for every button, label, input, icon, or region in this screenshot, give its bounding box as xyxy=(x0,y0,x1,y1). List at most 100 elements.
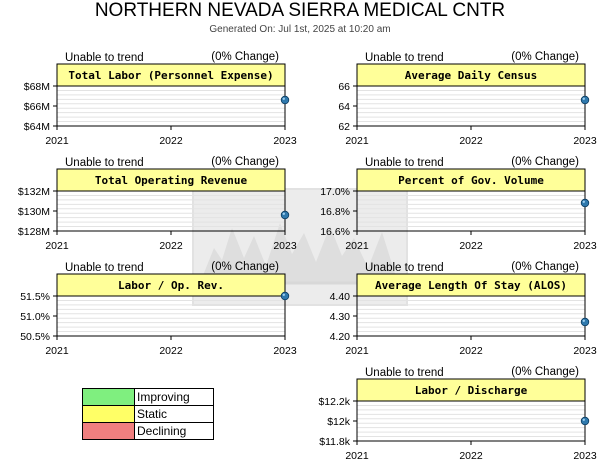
chart-panel-total-labor-personnel-expense: Unable to trend (0% Change) $68M $66M $64M 20… xyxy=(0,51,300,157)
chart-panel-total-operating-revenue: Unable to trend (0% Change) $132M $130M $128… xyxy=(0,156,300,262)
trend-label: Unable to trend xyxy=(365,367,444,379)
chart-title: Total Operating Revenue xyxy=(95,174,248,187)
chart-title: Labor / Op. Rev. xyxy=(118,279,224,292)
x-tick-label: 2022 xyxy=(159,135,183,147)
trend-label: Unable to trend xyxy=(365,262,444,274)
change-label: (0% Change) xyxy=(511,261,579,273)
x-tick-label: 2022 xyxy=(159,240,183,252)
x-tick-label: 2022 xyxy=(459,135,483,147)
y-tick-label: 62 xyxy=(338,121,350,133)
chart-title-box xyxy=(356,168,586,192)
y-tick-label: $12k xyxy=(327,416,351,428)
x-tick-label: 2023 xyxy=(273,345,297,357)
x-tick-label: 2022 xyxy=(459,240,483,252)
y-tick-label: $64M xyxy=(24,121,50,133)
change-label: (0% Change) xyxy=(211,261,279,273)
data-point xyxy=(580,95,590,105)
change-label: (0% Change) xyxy=(511,51,579,63)
change-label: (0% Change) xyxy=(511,156,579,168)
chart-panel-average-daily-census: Unable to trend (0% Change) 66 64 62 2021 2022… xyxy=(300,51,600,157)
y-tick-label: 50.5% xyxy=(20,331,50,343)
x-tick-label: 2022 xyxy=(459,450,483,462)
legend-swatch-improving xyxy=(82,388,135,406)
data-point-highlight xyxy=(282,97,285,100)
x-tick-label: 2021 xyxy=(345,135,369,147)
chart-panel-average-length-of-stay-alos: Unable to trend (0% Change) 4.40 4.30 4.20 20… xyxy=(300,261,600,367)
x-tick-label: 2023 xyxy=(273,135,297,147)
x-tick-label: 2021 xyxy=(345,345,369,357)
x-tick-label: 2022 xyxy=(459,345,483,357)
legend-label-static: Static xyxy=(134,405,214,423)
data-point xyxy=(280,95,290,105)
chart-panel-percent-of-gov-volume: Unable to trend (0% Change) 17.0% 16.8% 16.6… xyxy=(300,156,600,262)
legend-label-improving: Improving xyxy=(134,388,214,406)
x-tick-label: 2021 xyxy=(45,345,69,357)
legend-label-declining: Declining xyxy=(134,422,214,440)
y-tick-label: 51.5% xyxy=(20,291,50,303)
chart-title: Total Labor (Personnel Expense) xyxy=(68,69,273,82)
data-point-highlight xyxy=(282,212,285,215)
trend-label: Unable to trend xyxy=(65,52,144,64)
trend-label: Unable to trend xyxy=(365,52,444,64)
x-tick-label: 2023 xyxy=(573,135,597,147)
data-point-highlight xyxy=(582,319,585,322)
legend-swatch-static xyxy=(82,405,135,423)
y-tick-label: $132M xyxy=(18,186,50,198)
legend-item-static: Static xyxy=(82,405,214,423)
y-tick-label: 4.30 xyxy=(330,311,351,323)
y-tick-label: $12.2k xyxy=(318,396,350,408)
chart-panel-labor-op-rev: Unable to trend (0% Change) 51.5% 51.0% 50.5… xyxy=(0,261,300,367)
y-tick-label: $11.8k xyxy=(319,436,350,448)
trend-label: Unable to trend xyxy=(65,157,144,169)
chart-title-box xyxy=(356,378,586,402)
trend-label: Unable to trend xyxy=(365,157,444,169)
legend: Improving Static Declining xyxy=(82,388,214,440)
x-tick-label: 2023 xyxy=(273,240,297,252)
legend-item-declining: Declining xyxy=(82,422,214,440)
chart-title-box xyxy=(356,273,586,297)
x-tick-label: 2021 xyxy=(45,135,69,147)
x-tick-label: 2021 xyxy=(45,240,69,252)
x-tick-label: 2023 xyxy=(573,450,597,462)
chart-title: Average Length Of Stay (ALOS) xyxy=(375,279,567,292)
y-tick-label: $66M xyxy=(24,101,50,113)
data-point xyxy=(580,198,590,208)
data-point xyxy=(280,210,290,220)
change-label: (0% Change) xyxy=(211,156,279,168)
data-point-highlight xyxy=(582,418,585,421)
y-tick-label: $68M xyxy=(24,81,50,93)
chart-title-box xyxy=(56,63,286,87)
x-tick-label: 2021 xyxy=(345,240,369,252)
change-label: (0% Change) xyxy=(511,366,579,378)
data-point xyxy=(280,291,290,301)
chart-panel-labor-discharge: Unable to trend (0% Change) $12.2k $12k $11.… xyxy=(300,366,600,472)
x-tick-label: 2021 xyxy=(345,450,369,462)
y-tick-label: 64 xyxy=(338,101,350,113)
data-point-highlight xyxy=(282,293,285,296)
x-tick-label: 2023 xyxy=(573,240,597,252)
y-tick-label: $128M xyxy=(18,226,50,238)
y-tick-label: $130M xyxy=(18,206,50,218)
chart-title: Average Daily Census xyxy=(405,69,537,82)
y-tick-label: 16.8% xyxy=(320,206,350,218)
legend-swatch-declining xyxy=(82,422,135,440)
x-tick-label: 2023 xyxy=(573,345,597,357)
data-point-highlight xyxy=(582,200,585,203)
data-point-highlight xyxy=(582,97,585,100)
report-title: NORTHERN NEVADA SIERRA MEDICAL CNTR xyxy=(94,0,506,21)
y-tick-label: 66 xyxy=(338,81,350,93)
y-tick-label: 17.0% xyxy=(320,186,350,198)
report-subtitle: Generated On: Jul 1st, 2025 at 10:20 am xyxy=(209,24,391,35)
trend-label: Unable to trend xyxy=(65,262,144,274)
chart-title: Percent of Gov. Volume xyxy=(398,174,544,187)
change-label: (0% Change) xyxy=(211,51,279,63)
chart-title: Labor / Discharge xyxy=(415,384,528,397)
x-tick-label: 2022 xyxy=(159,345,183,357)
legend-item-improving: Improving xyxy=(82,388,214,406)
data-point xyxy=(580,416,590,426)
y-tick-label: 4.20 xyxy=(330,331,351,343)
y-tick-label: 51.0% xyxy=(20,311,50,323)
y-tick-label: 4.40 xyxy=(330,291,351,303)
data-point xyxy=(580,317,590,327)
y-tick-label: 16.6% xyxy=(320,226,350,238)
